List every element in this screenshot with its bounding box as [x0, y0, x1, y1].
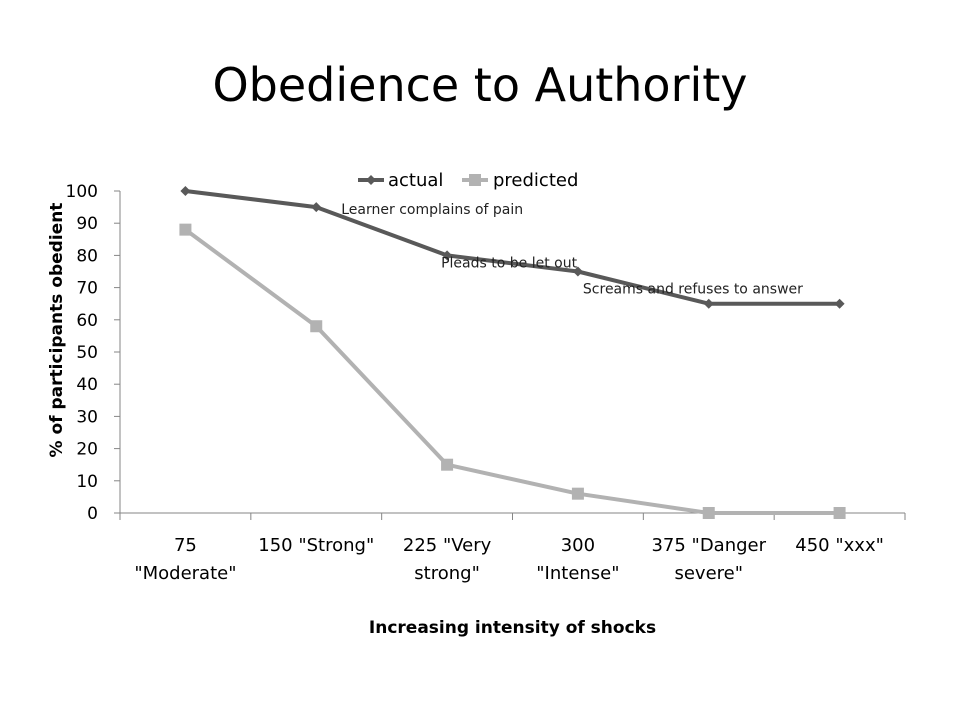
y-tick-label: 40	[76, 375, 98, 395]
y-tick-label: 50	[76, 343, 98, 363]
data-point-actual	[442, 250, 453, 261]
legend: actual predicted	[358, 170, 578, 191]
y-tick-label: 0	[87, 504, 98, 524]
series-line-predicted	[184, 228, 840, 515]
y-tick-label: 70	[76, 279, 98, 299]
y-tick-label: 100	[66, 182, 98, 202]
y-tick-label: 10	[76, 472, 98, 492]
x-axis: 75 "Moderate" 150 "Strong" 225 "Very strong"…	[119, 512, 906, 584]
legend-marker-predicted	[469, 174, 481, 186]
x-tick-label: 300 "Intense"	[536, 535, 619, 584]
y-axis: 0 10 20 30 40 50 60 70 80 90 100	[66, 182, 121, 524]
x-tick-label-line: severe"	[674, 563, 743, 584]
y-tick-label: 60	[76, 311, 98, 331]
x-tick-label-line: "Intense"	[536, 563, 619, 584]
legend-label: predicted	[493, 170, 578, 191]
x-tick-label: 150 "Strong"	[258, 535, 374, 556]
series-layer	[179, 186, 846, 519]
x-tick-label-line: 375 "Danger	[651, 535, 766, 556]
data-point-predicted	[571, 487, 584, 500]
x-tick-label: 450 "xxx"	[795, 535, 884, 556]
slide-title: Obedience to Authority	[212, 58, 748, 112]
data-point-actual	[572, 266, 583, 277]
series-actual	[180, 186, 845, 309]
data-point-actual	[311, 202, 322, 213]
data-point-predicted	[179, 223, 192, 236]
x-axis-title: Increasing intensity of shocks	[369, 618, 656, 638]
series-predicted	[179, 223, 846, 519]
y-axis-title: % of participants obedient	[47, 203, 67, 458]
x-tick-label-line: 450 "xxx"	[795, 535, 884, 556]
x-tick-label-line: 150 "Strong"	[258, 535, 374, 556]
x-tick-label: 375 "Danger severe"	[651, 535, 766, 584]
legend-marker-actual	[366, 175, 376, 185]
data-point-predicted	[833, 507, 846, 519]
series-line-actual	[185, 189, 840, 306]
legend-item-predicted: predicted	[462, 170, 578, 191]
y-tick-label: 90	[76, 214, 98, 234]
annotation-label: Pleads to be let out	[441, 255, 577, 271]
y-tick-label: 20	[76, 440, 98, 460]
data-point-predicted	[310, 320, 323, 333]
legend-label: actual	[388, 170, 443, 191]
data-point-actual	[703, 298, 714, 309]
annotation-layer: Learner complains of pain Pleads to be le…	[341, 202, 803, 297]
annotation-label: Screams and refuses to answer	[583, 282, 803, 298]
data-point-actual	[180, 186, 191, 196]
data-point-predicted	[441, 458, 454, 471]
x-tick-label: 225 "Very strong"	[403, 535, 492, 584]
x-tick-label-line: "Moderate"	[134, 563, 236, 584]
legend-item-actual: actual	[358, 170, 443, 191]
data-point-predicted	[702, 507, 715, 519]
x-tick-label-line: 75	[174, 535, 197, 556]
data-point-actual	[834, 298, 845, 309]
y-tick-label: 30	[76, 407, 98, 427]
x-tick-label-line: strong"	[414, 563, 480, 584]
y-tick-label: 80	[76, 246, 98, 266]
x-tick-label: 75 "Moderate"	[134, 535, 236, 584]
x-tick-label-line: 300	[561, 535, 595, 556]
annotation-label: Learner complains of pain	[341, 202, 523, 218]
x-tick-label-line: 225 "Very	[403, 535, 492, 556]
